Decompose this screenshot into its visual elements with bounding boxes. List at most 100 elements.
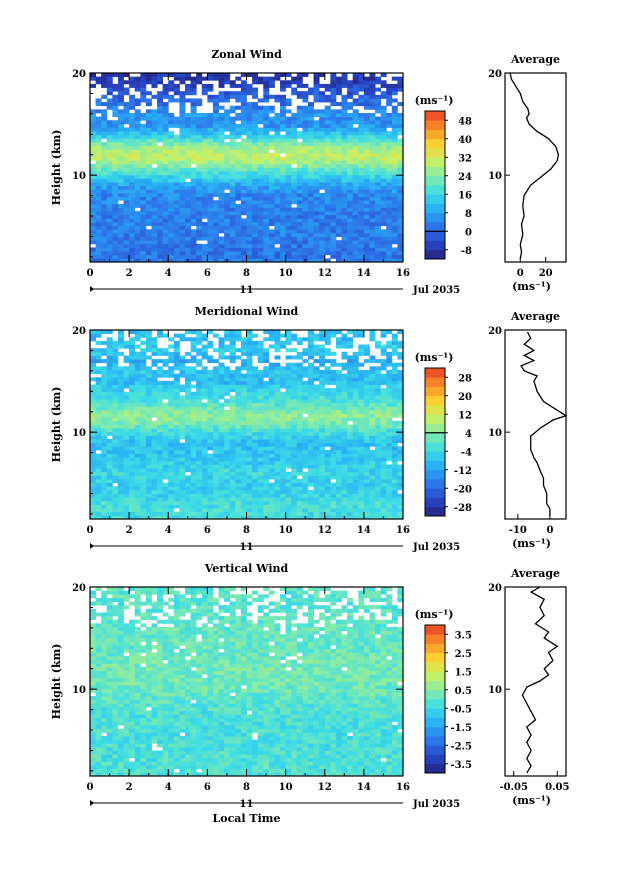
heatmap-cell [397, 207, 404, 212]
heatmap-cell [319, 160, 326, 165]
heatmap-cell [162, 243, 169, 248]
heatmap-cell [268, 482, 275, 487]
heatmap-cell [347, 457, 354, 462]
heatmap-cell [190, 489, 197, 494]
heatmap-cell [196, 511, 203, 516]
heatmap-cell [173, 446, 180, 451]
heatmap-cell [196, 508, 203, 513]
heatmap-cell [112, 420, 119, 425]
heatmap-cell [319, 428, 326, 433]
heatmap-cell [391, 127, 398, 132]
heatmap-cell [145, 236, 152, 241]
heatmap-cell [190, 218, 197, 223]
heatmap-cell [207, 247, 214, 252]
heatmap-cell [134, 395, 141, 400]
heatmap-cell [391, 83, 398, 88]
heatmap-cell [224, 431, 231, 436]
heatmap-cell [363, 156, 370, 161]
heatmap-cell [235, 98, 242, 103]
heatmap-cell [246, 417, 253, 422]
heatmap-cell [123, 163, 130, 168]
heatmap-cell [90, 251, 96, 256]
heatmap-cell [212, 156, 219, 161]
heatmap-cell [112, 254, 119, 259]
heatmap-cell [201, 87, 208, 92]
heatmap-cell [168, 471, 175, 476]
heatmap-cell [168, 446, 175, 451]
heatmap-cell [280, 254, 287, 259]
heatmap-cell [274, 160, 281, 165]
heatmap-cell [257, 192, 264, 197]
heatmap-cell [151, 409, 158, 414]
heatmap-cell [358, 471, 365, 476]
heatmap-cell [335, 464, 342, 469]
heatmap-cell [157, 258, 164, 263]
heatmap-cell [123, 200, 130, 205]
heatmap-cell [380, 218, 387, 223]
heatmap-cell [235, 377, 242, 382]
heatmap-cell [375, 116, 382, 121]
heatmap-cell [145, 453, 152, 458]
heatmap-cell [207, 431, 214, 436]
heatmap-cell [179, 112, 186, 118]
heatmap-cell [185, 134, 192, 139]
heatmap-cell [291, 468, 298, 473]
heatmap-cell [173, 439, 180, 444]
heatmap-cell [229, 142, 236, 147]
heatmap-cell [129, 203, 136, 208]
heatmap-cell [151, 211, 158, 216]
heatmap-cell [341, 428, 348, 433]
heatmap-cell [140, 377, 147, 382]
heatmap-cell [274, 406, 281, 411]
heatmap-cell [263, 138, 270, 143]
heatmap-cell [123, 105, 130, 110]
heatmap-cell [280, 83, 287, 88]
heatmap-cell [95, 453, 102, 458]
heatmap-cell [296, 251, 303, 256]
heatmap-cell [218, 73, 225, 78]
heatmap-cell [140, 402, 147, 407]
heatmap-cell [134, 247, 141, 252]
heatmap-cell [375, 464, 382, 469]
heatmap-cell [190, 424, 197, 429]
heatmap-cell [157, 402, 164, 407]
heatmap-cell [268, 399, 275, 404]
heatmap-cell [134, 493, 141, 498]
heatmap-cell [151, 196, 158, 201]
heatmap-cell [235, 511, 242, 516]
heatmap-cell [391, 149, 398, 154]
heatmap-cell [235, 211, 242, 216]
heatmap-cell [285, 185, 292, 190]
heatmap-cell [151, 428, 158, 433]
heatmap-cell [252, 254, 259, 259]
heatmap-cell [224, 446, 231, 451]
heatmap-cell [274, 497, 281, 502]
heatmap-cell [112, 508, 119, 513]
heatmap-cell [352, 500, 359, 505]
heatmap-cell [280, 236, 287, 241]
heatmap-cell [212, 94, 219, 99]
heatmap-cell [185, 388, 192, 393]
heatmap-cell [319, 380, 326, 385]
heatmap-cell [296, 123, 303, 128]
heatmap-cell [212, 446, 219, 451]
heatmap-cell [117, 156, 124, 161]
heatmap-cell [296, 409, 303, 414]
heatmap-cell [168, 207, 175, 212]
heatmap-cell [341, 167, 348, 172]
heatmap-cell [252, 94, 259, 99]
heatmap-cell [324, 163, 331, 168]
heatmap-cell [185, 464, 192, 469]
heatmap-cell [95, 391, 102, 396]
heatmap-cell [106, 420, 113, 425]
heatmap-cell [229, 380, 236, 385]
heatmap-cell [151, 134, 158, 139]
heatmap-cell [291, 420, 298, 425]
colorbar-segment [425, 194, 445, 204]
heatmap-cell [179, 251, 186, 256]
heatmap-cell [106, 211, 113, 216]
heatmap-cell [207, 435, 214, 440]
heatmap-cell [95, 142, 102, 147]
heatmap-cell [179, 127, 186, 132]
heatmap-cell [296, 406, 303, 411]
